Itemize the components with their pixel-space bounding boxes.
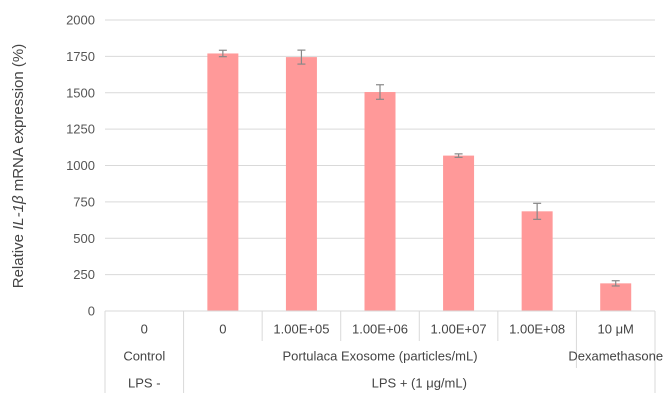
y-tick-label: 750 xyxy=(73,194,95,209)
error-bar xyxy=(376,84,384,100)
error-bar xyxy=(533,202,542,220)
bar xyxy=(600,283,632,311)
error-bar xyxy=(454,153,463,158)
y-tick-labels: 0 250 500 750 1000 1250 1500 1750 2000 xyxy=(66,13,95,319)
y-tick-label: 250 xyxy=(73,267,95,282)
bar xyxy=(285,57,317,311)
y-tick-label: 1000 xyxy=(66,158,95,173)
y-tick-label: 2000 xyxy=(66,13,95,28)
error-bar xyxy=(297,49,306,65)
y-tick-label: 500 xyxy=(73,231,95,246)
condition-label: LPS - xyxy=(128,376,161,391)
bars xyxy=(207,53,632,312)
y-tick-label: 0 xyxy=(88,304,95,319)
bar xyxy=(443,155,475,311)
x-tick-label: 0 xyxy=(141,322,148,337)
x-tick-label: 0 xyxy=(219,322,226,337)
x-tick-label: 1.00E+06 xyxy=(352,322,408,337)
x-tick-label: 1.00E+08 xyxy=(509,322,565,337)
y-axis-label: Relative IL-1β mRNA expression (%) xyxy=(10,44,27,289)
category-table: 0 0 1.00E+05 1.00E+06 1.00E+07 1.00E+08 10 μM C… xyxy=(104,310,663,393)
y-tick-label: 1250 xyxy=(66,122,95,137)
bar xyxy=(364,92,396,312)
x-tick-label: 1.00E+07 xyxy=(431,322,487,337)
bar xyxy=(207,53,239,312)
condition-label: LPS + (1 μg/mL) xyxy=(372,376,467,391)
error-bars xyxy=(218,49,620,287)
group-label: Dexamethasone xyxy=(568,349,663,364)
error-bar xyxy=(218,49,227,58)
x-tick-label: 10 μM xyxy=(598,322,634,337)
y-tick-label: 1500 xyxy=(66,85,95,100)
error-bar xyxy=(611,280,620,287)
y-tick-label: 1750 xyxy=(66,49,95,64)
group-label: Control xyxy=(123,349,165,364)
group-label: Portulaca Exosome (particles/mL) xyxy=(282,349,477,364)
bar xyxy=(521,211,553,311)
x-tick-label: 1.00E+05 xyxy=(273,322,329,337)
